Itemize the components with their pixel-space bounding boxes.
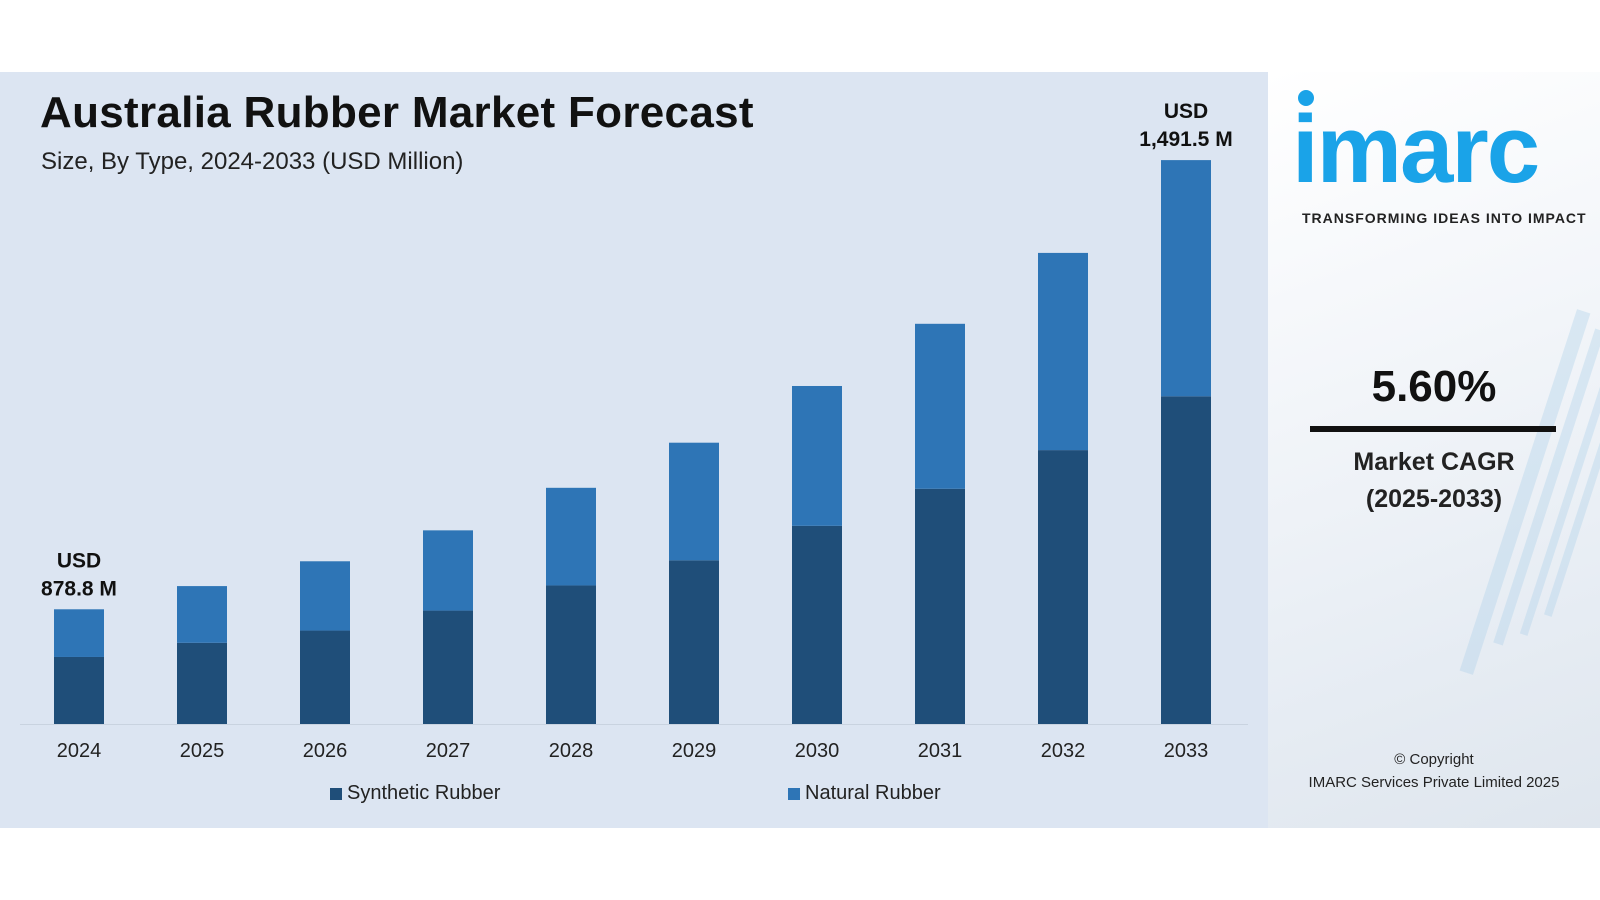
annotation-label: USD — [57, 549, 101, 572]
legend-item-natural: Natural Rubber — [788, 782, 941, 805]
bar-natural-2026 — [300, 561, 350, 631]
bar-synthetic-2033 — [1161, 396, 1211, 724]
chart-subtitle: Size, By Type, 2024-2033 (USD Million) — [41, 148, 464, 175]
x-tick-label: 2028 — [549, 740, 594, 762]
brand-panel: imarc TRANSFORMING IDEAS INTO IMPACT 5.6… — [1268, 72, 1600, 828]
legend-label-natural: Natural Rubber — [805, 782, 941, 804]
chart-legend: Synthetic Rubber Natural Rubber — [0, 782, 1268, 810]
annotation-value: 878.8 M — [41, 577, 117, 600]
copyright-company: IMARC Services Private Limited 2025 — [1308, 774, 1560, 791]
bar-natural-2030 — [792, 385, 842, 526]
x-tick-label: 2024 — [57, 740, 102, 762]
logo-tagline: TRANSFORMING IDEAS INTO IMPACT — [1302, 210, 1587, 226]
legend-item-synthetic: Synthetic Rubber — [330, 782, 500, 805]
x-tick-label: 2033 — [1164, 740, 1209, 762]
annotation-label: USD — [1164, 100, 1208, 123]
logo-dot-icon — [1298, 90, 1314, 106]
legend-swatch-synthetic — [330, 787, 342, 800]
bar-natural-2032 — [1038, 252, 1088, 451]
x-tick-label: 2032 — [1041, 740, 1086, 762]
copyright-block: © Copyright IMARC Services Private Limit… — [1268, 748, 1600, 794]
bar-natural-2024 — [54, 609, 104, 657]
bar-natural-2031 — [915, 323, 965, 489]
logo-wordmark: imarc — [1292, 96, 1540, 203]
bar-synthetic-2026 — [300, 630, 350, 724]
x-tick-label: 2027 — [426, 740, 471, 762]
legend-label-synthetic: Synthetic Rubber — [347, 782, 501, 804]
x-tick-label: 2030 — [795, 740, 840, 762]
x-tick-label: 2029 — [672, 740, 717, 762]
bar-synthetic-2031 — [915, 488, 965, 724]
x-tick-label: 2025 — [180, 740, 225, 762]
bar-synthetic-2027 — [423, 610, 473, 724]
bar-synthetic-2024 — [54, 656, 104, 724]
x-tick-label: 2031 — [918, 740, 963, 762]
bar-chart: 2024 2025 2026 2027 2028 2029 2030 2031 2032 2033… — [20, 100, 1248, 762]
cagr-label: Market CAGR — [1353, 448, 1515, 476]
annotation-value: 1,491.5 M — [1139, 128, 1232, 151]
legend-swatch-natural — [788, 787, 800, 800]
chart-title: Australia Rubber Market Forecast — [40, 88, 754, 137]
bar-natural-2033 — [1161, 160, 1211, 397]
bar-natural-2029 — [669, 442, 719, 561]
cagr-period: (2025-2033) — [1365, 485, 1503, 513]
bar-synthetic-2029 — [669, 560, 719, 724]
bar-synthetic-2032 — [1038, 450, 1088, 724]
bar-natural-2025 — [177, 586, 227, 643]
bar-synthetic-2030 — [792, 525, 842, 724]
bar-natural-2028 — [546, 487, 596, 586]
bar-synthetic-2028 — [546, 585, 596, 724]
infographic-card: Australia Rubber Market Forecast Size, B… — [0, 72, 1600, 828]
cagr-value: 5.60% — [1371, 362, 1497, 411]
bar-natural-2027 — [423, 530, 473, 611]
cagr-divider — [1310, 426, 1556, 432]
bar-synthetic-2025 — [177, 642, 227, 724]
x-tick-label: 2026 — [303, 740, 348, 762]
cagr-label-block: Market CAGR (2025-2033) — [1268, 444, 1600, 518]
copyright-label: © Copyright — [1394, 751, 1474, 768]
